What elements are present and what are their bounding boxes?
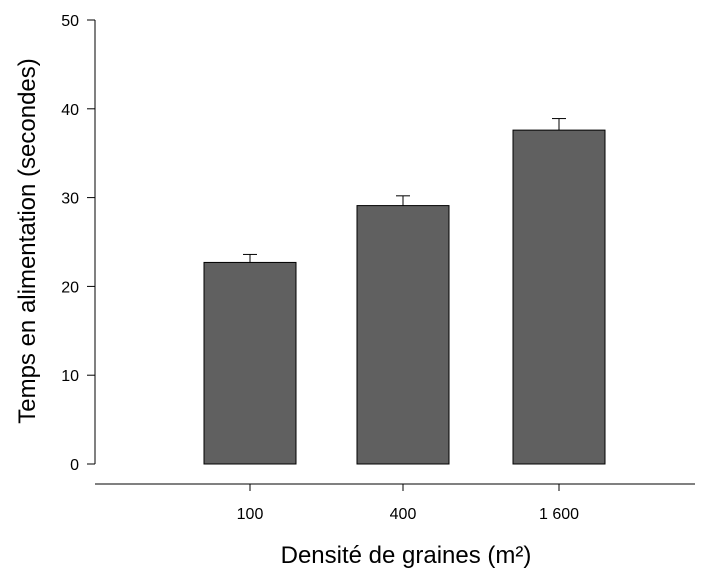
y-tick-label: 30 [61, 191, 79, 208]
x-tick-label: 100 [237, 506, 264, 523]
y-axis: 0 10 20 30 40 50 [61, 13, 96, 474]
y-axis-title: Temps en alimentation (secondes) [14, 58, 41, 424]
y-tick-label: 10 [61, 368, 79, 385]
bar [356, 205, 450, 465]
x-tick-label: 1 600 [539, 506, 579, 523]
y-tick-label: 50 [61, 13, 79, 30]
y-tick-label: 20 [61, 279, 79, 296]
y-tick-label: 0 [70, 457, 79, 474]
x-axis: 100 400 1 600 [95, 483, 695, 523]
x-tick-label: 400 [390, 506, 417, 523]
bar [203, 261, 297, 465]
y-tick-label: 40 [61, 102, 79, 119]
bar [512, 129, 606, 465]
x-axis-title: Densité de graines (m²) [281, 542, 532, 569]
bars [203, 118, 606, 465]
